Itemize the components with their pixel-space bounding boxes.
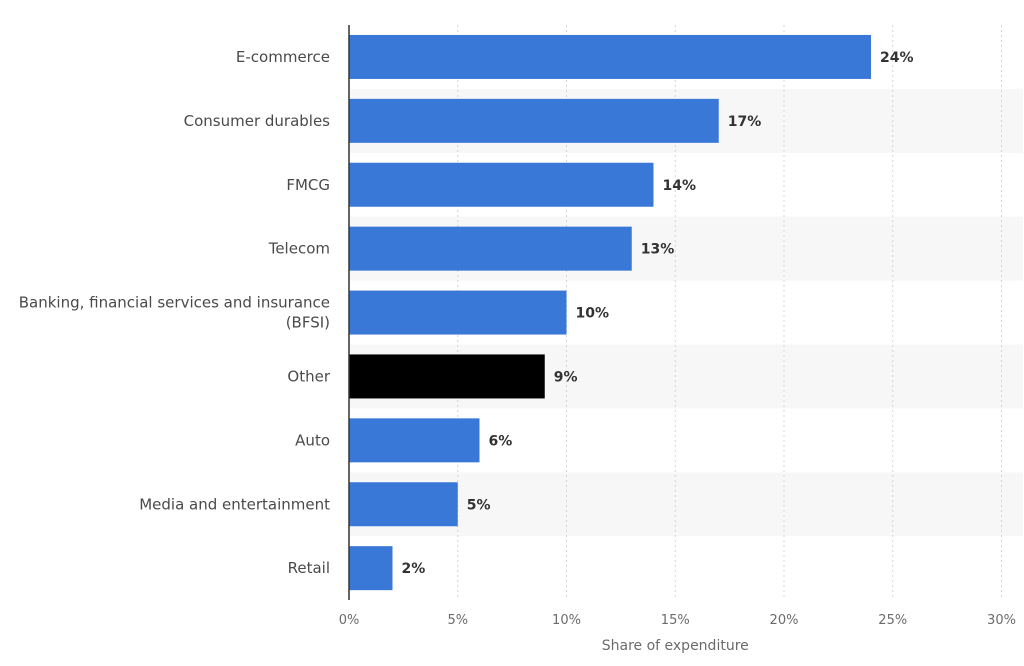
row-band [349,472,1023,537]
bar[interactable] [349,354,545,399]
x-axis-title: Share of expenditure [602,638,749,654]
data-label: 2% [402,561,426,577]
x-tick-label: 30% [987,613,1016,628]
category-label: E-commerce [236,48,330,66]
data-label: 9% [554,369,578,385]
category-label: FMCG [286,176,330,194]
bar[interactable] [349,226,632,271]
x-tick-label: 25% [878,613,907,628]
data-label: 5% [467,497,491,513]
x-tick-label: 10% [552,613,581,628]
x-tick-label: 15% [661,613,690,628]
bars [349,34,871,591]
bar[interactable] [349,418,480,463]
category-label: Auto [295,431,330,449]
x-tick-label: 0% [339,613,360,628]
bar[interactable] [349,162,654,207]
category-label: Media and entertainment [139,495,330,513]
category-label: Other [287,367,330,385]
bar[interactable] [349,34,871,79]
bar[interactable] [349,290,567,335]
bar[interactable] [349,482,458,527]
data-label: 13% [641,242,675,258]
data-labels: 24% 17% 14% 13% 10% 9% 6% 5% 2% [402,50,914,577]
category-label: Consumer durables [184,112,331,130]
category-label: Telecom [268,240,330,258]
category-labels: E-commerce Consumer durables FMCG Telecom Ba… [19,48,331,577]
data-label: 17% [728,114,762,130]
x-tick-label: 20% [770,613,799,628]
data-label: 24% [880,50,914,66]
bar[interactable] [349,98,719,143]
x-tick-label: 5% [447,613,468,628]
category-label: Retail [288,559,330,577]
data-label: 14% [663,178,697,194]
bar[interactable] [349,546,393,591]
data-label: 10% [576,306,610,322]
x-tick-labels: 0% 5% 10% 15% 20% 25% 30% [339,613,1016,628]
data-label: 6% [489,433,513,449]
category-label: Banking, financial services and insuranc… [19,294,330,332]
